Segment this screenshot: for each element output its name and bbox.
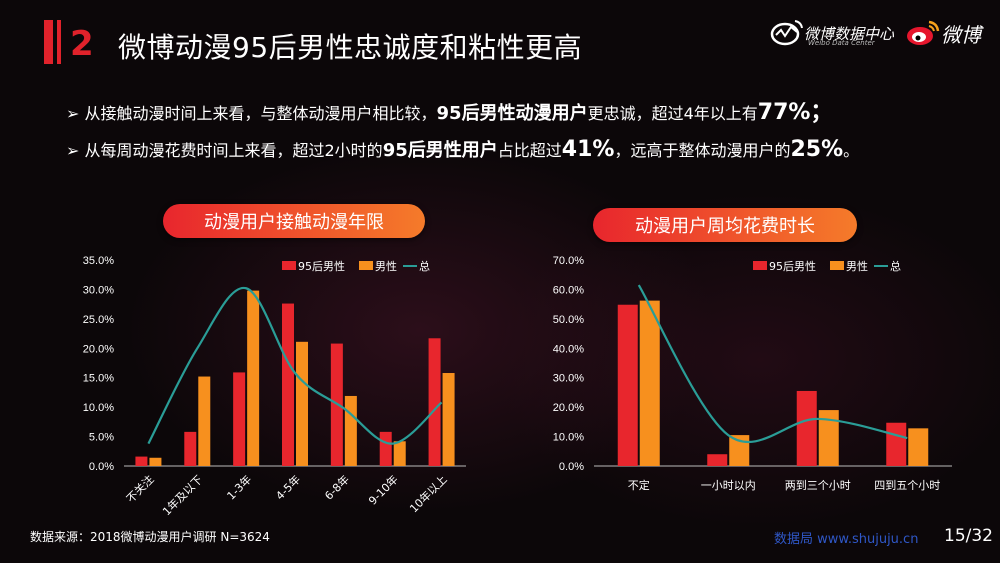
y-tick-label: 60.0%	[553, 284, 584, 296]
left-chart-title: 动漫用户接触动漫年限	[163, 204, 425, 238]
y-tick-label: 0.0%	[89, 461, 114, 473]
bullet-emphasis: 95后男性动漫用户	[436, 103, 588, 124]
bullet-marker: ➢	[66, 104, 80, 123]
bar-series2	[442, 373, 455, 466]
bar-series1	[184, 431, 197, 466]
right-chart: 0.0% 10.0% 20.0% 30.0% 40.0% 50.0% 60.0% 70.0% 不…	[553, 255, 952, 492]
brand-name: 微博数据中心	[804, 24, 895, 43]
legend-label: 95后男性	[769, 259, 816, 273]
y-tick-label: 20.0%	[83, 343, 114, 355]
x-tick-label: 9-10年	[366, 472, 401, 507]
bar-series2	[296, 341, 308, 466]
bar-series1	[617, 304, 638, 466]
weibo-eye-icon	[907, 20, 940, 45]
x-tick-label: 四到五个小时	[874, 479, 940, 492]
section-number: 2	[70, 24, 94, 64]
y-tick-label: 50.0%	[553, 314, 584, 326]
y-tick-label: 0.0%	[559, 461, 584, 473]
bar-series2	[639, 300, 660, 466]
left-chart: 0.0% 5.0% 10.0% 15.0% 20.0% 25.0% 30.0% 35.0% 不关…	[83, 255, 466, 518]
bar-series1	[707, 454, 728, 466]
y-tick-label: 10.0%	[553, 432, 584, 444]
legend-label: 男性	[375, 259, 397, 273]
bullet-emphasis: 95后男性用户	[382, 140, 498, 161]
x-tick-label: 4-5年	[273, 472, 303, 502]
legend-label: 总	[419, 259, 430, 273]
bar-series2	[393, 441, 406, 466]
weibo-data-center-logo: 微博数据中心	[770, 16, 894, 50]
x-tick-label: 不定	[628, 478, 650, 492]
x-tick-label: 不关注	[123, 472, 156, 505]
brand-name-weibo: 微博	[941, 22, 981, 47]
brand-subtitle: Weibo Data Center	[808, 39, 875, 47]
y-tick-label: 40.0%	[553, 343, 584, 355]
bar-series2	[344, 395, 357, 466]
y-tick-label: 30.0%	[553, 373, 584, 385]
bar-series1	[428, 338, 441, 466]
bullet-text: ，远高于整体动漫用户的	[614, 141, 791, 160]
bullet-marker: ➢	[66, 141, 80, 160]
bullet-text: 占比超过	[497, 141, 562, 160]
page-title: 微博动漫95后男性忠诚度和粘性更高	[118, 31, 583, 64]
y-tick-label: 30.0%	[83, 284, 114, 296]
bar-series1	[796, 390, 817, 466]
legend-label: 95后男性	[298, 259, 345, 273]
bar-series2	[149, 457, 162, 466]
bar-series2	[818, 410, 839, 466]
y-tick-label: 70.0%	[553, 255, 584, 267]
x-tick-label: 10年以上	[407, 472, 450, 515]
bar-series2	[198, 376, 211, 466]
legend-swatch	[830, 261, 844, 270]
x-tick-label: 1-3年	[224, 472, 254, 502]
bar-series1	[282, 303, 294, 466]
section-marker-bar	[44, 20, 53, 64]
section-marker-bar-thin	[57, 20, 61, 64]
legend-swatch	[359, 261, 373, 270]
line-series-total	[147, 287, 443, 445]
bar-series1	[886, 422, 907, 466]
bullet-percent: 25%	[790, 137, 844, 162]
legend-label: 总	[890, 259, 901, 273]
bar-series2	[247, 290, 260, 466]
bullet-percent: 41%	[561, 137, 615, 162]
line-series-total	[637, 284, 908, 443]
x-tick-label: 两到三个小时	[785, 479, 851, 492]
weibo-logo: 微博	[905, 16, 981, 50]
x-tick-label: 一小时以内	[701, 478, 756, 492]
bullet-text: 更忠诚，超过4年以上有	[587, 104, 758, 123]
watermark: 数据局 www.shujuju.cn	[774, 532, 919, 547]
bar-series2	[908, 428, 929, 466]
y-tick-label: 25.0%	[83, 314, 114, 326]
right-chart-title: 动漫用户周均花费时长	[593, 208, 857, 242]
x-tick-label: 1年及以下	[159, 472, 205, 518]
legend-label: 男性	[846, 259, 868, 273]
page-number: 15/32	[944, 526, 993, 546]
y-tick-label: 15.0%	[83, 373, 114, 385]
y-tick-label: 35.0%	[83, 255, 114, 267]
y-tick-label: 10.0%	[83, 402, 114, 414]
bullet-text: 从接触动漫时间上来看，与整体动漫用户相比较，	[84, 104, 437, 123]
y-tick-label: 20.0%	[553, 402, 584, 414]
weibo-data-eye-icon	[770, 20, 803, 46]
bar-series1	[379, 431, 392, 466]
x-tick-label: 6-8年	[322, 472, 352, 502]
bullet-text: 从每周动漫花费时间上来看，超过2小时的	[84, 141, 383, 160]
bullet-2: ➢ 从每周动漫花费时间上来看，超过2小时的95后男性用户占比超过41%，远高于整…	[66, 136, 859, 162]
legend-swatch	[282, 261, 296, 270]
data-source: 数据来源：2018微博动漫用户调研 N=3624	[30, 530, 270, 544]
bullet-1: ➢ 从接触动漫时间上来看，与整体动漫用户相比较，95后男性动漫用户更忠诚，超过4…	[66, 94, 832, 126]
bar-series1	[135, 456, 148, 466]
bar-series1	[233, 372, 246, 466]
y-tick-label: 5.0%	[89, 432, 114, 444]
legend-swatch	[753, 261, 767, 270]
bullet-percent: 77%；	[757, 100, 833, 125]
bullet-text: 。	[843, 141, 860, 160]
